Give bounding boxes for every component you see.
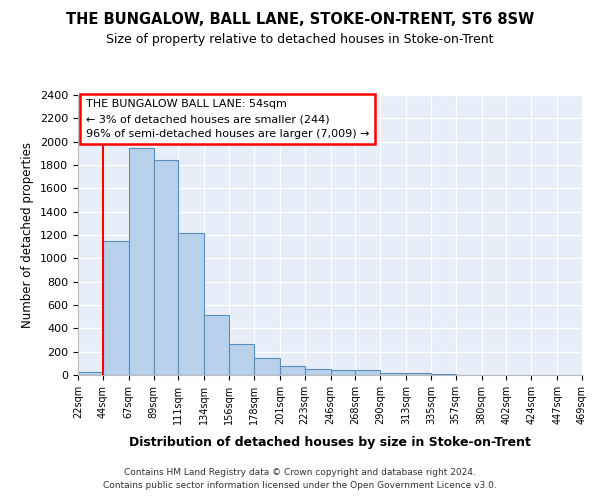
Text: Size of property relative to detached houses in Stoke-on-Trent: Size of property relative to detached ho… — [106, 32, 494, 46]
Bar — [331, 370, 355, 375]
Bar — [229, 344, 254, 375]
Text: Distribution of detached houses by size in Stoke-on-Trent: Distribution of detached houses by size … — [129, 436, 531, 449]
Bar — [254, 358, 280, 375]
Bar — [154, 160, 178, 375]
Bar — [380, 372, 406, 375]
Bar — [280, 366, 305, 375]
Bar — [103, 241, 129, 375]
Bar — [431, 374, 456, 375]
Bar — [204, 315, 229, 375]
Bar — [305, 369, 331, 375]
Bar — [406, 373, 431, 375]
Bar — [355, 370, 380, 375]
Text: Contains HM Land Registry data © Crown copyright and database right 2024.: Contains HM Land Registry data © Crown c… — [124, 468, 476, 477]
Text: THE BUNGALOW, BALL LANE, STOKE-ON-TRENT, ST6 8SW: THE BUNGALOW, BALL LANE, STOKE-ON-TRENT,… — [66, 12, 534, 28]
Bar — [178, 232, 204, 375]
Text: THE BUNGALOW BALL LANE: 54sqm
← 3% of detached houses are smaller (244)
96% of s: THE BUNGALOW BALL LANE: 54sqm ← 3% of de… — [86, 99, 369, 139]
Bar — [129, 148, 154, 375]
Y-axis label: Number of detached properties: Number of detached properties — [22, 142, 34, 328]
Bar — [78, 372, 103, 375]
Text: Contains public sector information licensed under the Open Government Licence v3: Contains public sector information licen… — [103, 480, 497, 490]
